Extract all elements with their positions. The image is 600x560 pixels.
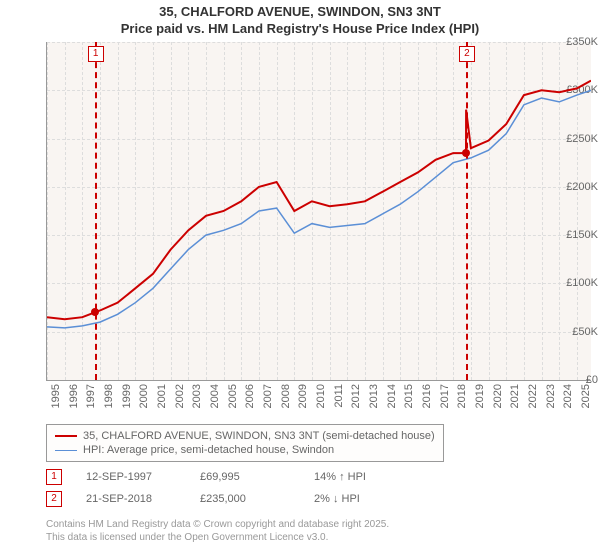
sale-marker: 1 bbox=[46, 469, 62, 485]
legend-item: 35, CHALFORD AVENUE, SWINDON, SN3 3NT (s… bbox=[55, 429, 435, 443]
marker-line-2 bbox=[466, 42, 468, 380]
sale-date: 12-SEP-1997 bbox=[86, 471, 176, 483]
x-tick-label: 2022 bbox=[527, 384, 539, 408]
footer-line-2: This data is licensed under the Open Gov… bbox=[46, 531, 389, 544]
legend-swatch bbox=[55, 435, 77, 437]
sale-price: £69,995 bbox=[200, 471, 290, 483]
x-tick-label: 2020 bbox=[492, 384, 504, 408]
x-tick-label: 2018 bbox=[456, 384, 468, 408]
x-tick-label: 2016 bbox=[421, 384, 433, 408]
x-tick-label: 2019 bbox=[474, 384, 486, 408]
x-tick-label: 2003 bbox=[191, 384, 203, 408]
series-price_paid bbox=[47, 81, 591, 320]
x-tick-label: 1995 bbox=[50, 384, 62, 408]
legend-swatch bbox=[55, 450, 77, 451]
legend-label: HPI: Average price, semi-detached house,… bbox=[83, 444, 334, 456]
title-line-2: Price paid vs. HM Land Registry's House … bbox=[0, 21, 600, 38]
chart-container: 35, CHALFORD AVENUE, SWINDON, SN3 3NT Pr… bbox=[0, 0, 600, 560]
x-tick-label: 2004 bbox=[209, 384, 221, 408]
x-tick-label: 2011 bbox=[333, 384, 345, 408]
legend-box: 35, CHALFORD AVENUE, SWINDON, SN3 3NT (s… bbox=[46, 424, 444, 462]
x-tick-label: 2024 bbox=[562, 384, 574, 408]
title-line-1: 35, CHALFORD AVENUE, SWINDON, SN3 3NT bbox=[0, 4, 600, 21]
x-tick-label: 2025 bbox=[580, 384, 592, 408]
marker-box-2: 2 bbox=[459, 46, 475, 62]
marker-dot-1 bbox=[91, 308, 99, 316]
x-tick-label: 2008 bbox=[280, 384, 292, 408]
sale-marker: 2 bbox=[46, 491, 62, 507]
sale-delta: 14% ↑ HPI bbox=[314, 471, 404, 483]
x-tick-label: 2013 bbox=[368, 384, 380, 408]
series-hpi bbox=[47, 90, 591, 328]
x-tick-label: 2021 bbox=[509, 384, 521, 408]
chart-title: 35, CHALFORD AVENUE, SWINDON, SN3 3NT Pr… bbox=[0, 0, 600, 38]
footer-line-1: Contains HM Land Registry data © Crown c… bbox=[46, 518, 389, 531]
x-tick-label: 2000 bbox=[138, 384, 150, 408]
sale-date: 21-SEP-2018 bbox=[86, 493, 176, 505]
series-lines bbox=[47, 42, 591, 380]
marker-box-1: 1 bbox=[88, 46, 104, 62]
x-tick-label: 2023 bbox=[545, 384, 557, 408]
plot-area: 12 bbox=[46, 42, 591, 381]
x-tick-label: 2005 bbox=[227, 384, 239, 408]
sales-data-table: 1 12-SEP-1997 £69,995 14% ↑ HPI 2 21-SEP-2018… bbox=[46, 466, 404, 510]
x-tick-label: 1999 bbox=[121, 384, 133, 408]
x-tick-label: 2002 bbox=[174, 384, 186, 408]
x-tick-label: 1996 bbox=[68, 384, 80, 408]
sale-row: 1 12-SEP-1997 £69,995 14% ↑ HPI bbox=[46, 466, 404, 488]
x-tick-label: 2007 bbox=[262, 384, 274, 408]
x-tick-label: 2001 bbox=[156, 384, 168, 408]
sale-delta: 2% ↓ HPI bbox=[314, 493, 404, 505]
sale-row: 2 21-SEP-2018 £235,000 2% ↓ HPI bbox=[46, 488, 404, 510]
marker-dot-2 bbox=[462, 149, 470, 157]
x-tick-label: 2010 bbox=[315, 384, 327, 408]
legend-label: 35, CHALFORD AVENUE, SWINDON, SN3 3NT (s… bbox=[83, 430, 435, 442]
x-tick-label: 2012 bbox=[350, 384, 362, 408]
x-tick-label: 2015 bbox=[403, 384, 415, 408]
x-tick-label: 2006 bbox=[244, 384, 256, 408]
x-tick-label: 1998 bbox=[103, 384, 115, 408]
sale-price: £235,000 bbox=[200, 493, 290, 505]
x-tick-label: 2009 bbox=[297, 384, 309, 408]
x-tick-label: 2014 bbox=[386, 384, 398, 408]
marker-line-1 bbox=[95, 42, 97, 380]
copyright-footer: Contains HM Land Registry data © Crown c… bbox=[46, 518, 389, 544]
x-tick-label: 2017 bbox=[439, 384, 451, 408]
x-tick-label: 1997 bbox=[85, 384, 97, 408]
legend-item: HPI: Average price, semi-detached house,… bbox=[55, 443, 435, 457]
